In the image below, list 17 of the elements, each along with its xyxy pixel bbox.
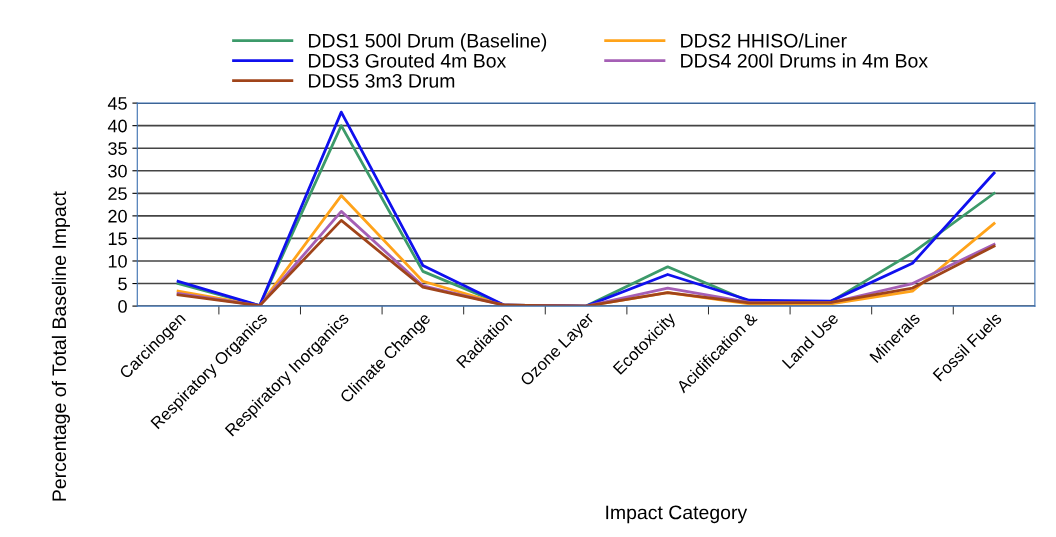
x-axis-title: Impact Category — [606, 505, 748, 524]
y-tick-label: 25 — [108, 187, 127, 201]
legend-label: DDS1 500l Drum (Baseline) — [309, 33, 547, 52]
y-tick-label: 35 — [108, 142, 127, 155]
y-tick-label: 0 — [118, 300, 127, 313]
legend-label: DDS3 Grouted 4m Box — [309, 53, 507, 68]
legend-label: DDS4 200l Drums in 4m Box — [681, 53, 928, 68]
legend-label: DDS2 HHISO/Liner — [681, 33, 847, 48]
y-tick-label: 5 — [118, 277, 127, 291]
y-tick-label: 45 — [107, 97, 127, 110]
y-tick-label: 20 — [108, 209, 127, 223]
y-tick-label: 30 — [108, 164, 127, 178]
legend-label: DDS5 3m3 Drum — [309, 73, 455, 88]
y-tick-label: 10 — [108, 254, 127, 268]
y-tick-label: 15 — [108, 232, 127, 246]
y-axis-title: Percentage of Total Baseline Impact — [51, 191, 70, 501]
y-tick-label: 40 — [107, 119, 127, 133]
